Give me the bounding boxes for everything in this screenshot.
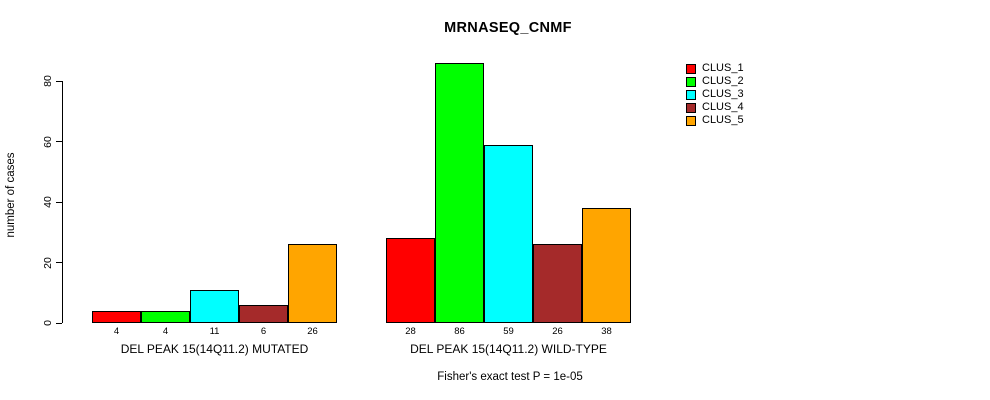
y-axis-label: number of cases — [5, 152, 17, 238]
group-label-2: DEL PEAK 15(14Q11.2) WILD-TYPE — [410, 342, 607, 356]
legend-item-clus_1: CLUS_1 — [686, 62, 744, 75]
legend-item-clus_5: CLUS_5 — [686, 114, 744, 127]
bar-clus_1-group1 — [92, 311, 141, 323]
y-axis-tick — [56, 80, 62, 82]
legend: CLUS_1 CLUS_2 CLUS_3 CLUS_4 CLUS_5 — [686, 62, 744, 127]
bar-value-label: 26 — [552, 326, 563, 337]
bar-value-label: 59 — [503, 326, 514, 337]
legend-item-clus_2: CLUS_2 — [686, 75, 744, 88]
legend-label: CLUS_2 — [702, 75, 744, 87]
legend-label: CLUS_5 — [702, 114, 744, 126]
y-axis-tick-label-text: 40 — [42, 196, 54, 208]
bar-clus_4-group1 — [239, 305, 288, 323]
y-axis-line — [62, 81, 63, 323]
legend-label: CLUS_3 — [702, 88, 744, 100]
bar-value-label: 6 — [260, 326, 267, 337]
bar-value-label: 28 — [405, 326, 416, 337]
legend-item-clus_3: CLUS_3 — [686, 88, 744, 101]
bar-clus_5-group2 — [582, 208, 631, 323]
legend-swatch-icon — [686, 102, 696, 113]
y-axis-tick-label-text: 20 — [42, 256, 54, 269]
bar-value-label: 26 — [307, 326, 318, 337]
legend-label: CLUS_4 — [702, 101, 744, 113]
bar-clus_2-group2 — [435, 63, 484, 323]
y-axis-tick — [56, 262, 62, 263]
y-axis-tick-label-text: 60 — [42, 135, 54, 148]
bar-clus_1-group2 — [386, 238, 435, 323]
bar-value-label: 4 — [162, 326, 169, 337]
y-axis-tick — [56, 322, 62, 324]
bar-clus_3-group1 — [190, 290, 239, 323]
bar-clus_2-group1 — [141, 311, 190, 323]
group-label-1: DEL PEAK 15(14Q11.2) MUTATED — [120, 342, 309, 356]
legend-swatch-icon — [686, 89, 696, 100]
chart-title: MRNASEQ_CNMF — [444, 20, 572, 36]
bar-value-label: 4 — [113, 326, 120, 337]
bar-value-label: 86 — [454, 326, 465, 337]
bar-clus_3-group2 — [484, 145, 533, 323]
legend-label: CLUS_1 — [702, 62, 744, 74]
legend-swatch-icon — [686, 115, 696, 126]
bar-clus_5-group1 — [288, 244, 337, 323]
bar-clus_4-group2 — [533, 244, 582, 323]
y-axis-tick-label-text: 0 — [42, 320, 54, 326]
y-axis-tick-label-text: 80 — [42, 75, 54, 87]
legend-item-clus_4: CLUS_4 — [686, 101, 744, 114]
legend-swatch-icon — [686, 76, 696, 87]
bar-value-label: 38 — [601, 326, 612, 337]
legend-swatch-icon — [686, 63, 696, 74]
y-axis-tick — [56, 141, 62, 142]
y-axis-tick — [56, 201, 62, 203]
annotation-text: Fisher's exact test P = 1e-05 — [437, 371, 583, 383]
bar-value-label: 11 — [209, 326, 220, 337]
